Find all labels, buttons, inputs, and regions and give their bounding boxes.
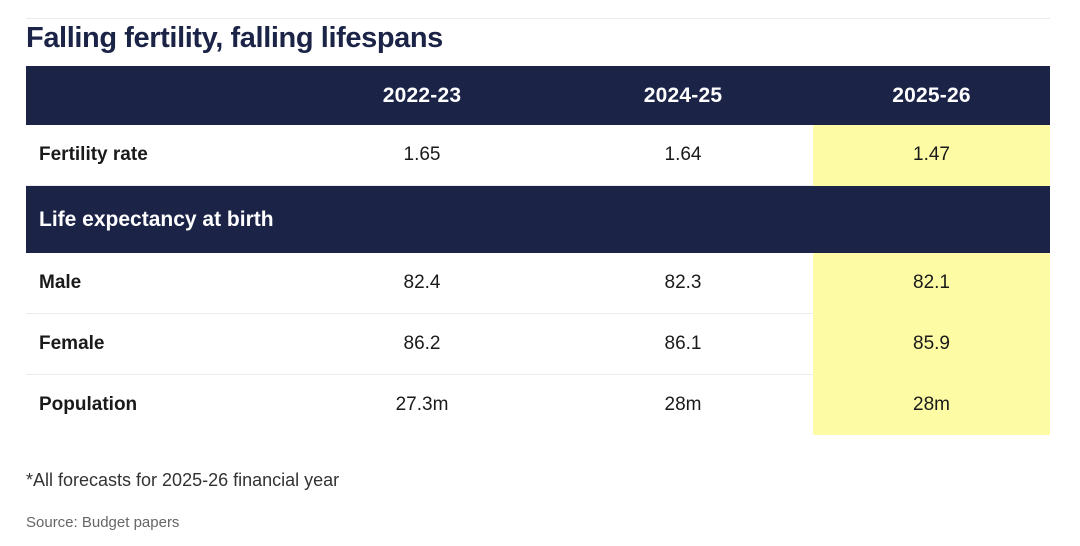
table-cell: 82.4 [291, 253, 553, 314]
table-cell-highlighted: 28m [813, 374, 1050, 435]
header-cell-2022-23: 2022-23 [291, 66, 553, 125]
row-label: Female [26, 313, 291, 375]
table-cell: 86.1 [553, 313, 813, 375]
table-cell-highlighted: 1.47 [813, 125, 1050, 186]
top-divider [26, 18, 1050, 19]
table-cell-highlighted: 85.9 [813, 313, 1050, 375]
row-label: Population [39, 394, 138, 415]
table-cell-highlighted: 82.1 [813, 253, 1050, 314]
source-note: Source: Budget papers [26, 514, 180, 531]
row-label: Male [26, 253, 291, 314]
chart-title: Falling fertility, falling lifespans [26, 22, 443, 54]
header-cell-blank [26, 66, 291, 125]
table-row-fertility-rate: Fertility rate 1.65 1.64 1.47 [26, 125, 1050, 186]
table-cell: 1.64 [553, 125, 813, 186]
table-row-male: Male 82.4 82.3 82.1 [26, 253, 1050, 314]
table-cell: 1.65 [291, 125, 553, 186]
header-cell-2024-25: 2024-25 [553, 66, 813, 125]
table-cell: 82.3 [553, 253, 813, 314]
footnote: *All forecasts for 2025-26 financial yea… [26, 470, 340, 490]
header-cell-2025-26: 2025-26 [813, 66, 1050, 125]
header-row: 2022-23 2024-25 2025-26 [26, 66, 1050, 125]
row-label: Fertility rate [26, 125, 291, 186]
table-cell: 86.2 [291, 313, 553, 375]
section-label: Life expectancy at birth [26, 185, 1050, 253]
table-row-population: Population 27.3m 28m 28m [26, 374, 1050, 435]
data-table: 2022-23 2024-25 2025-26 Fertility rate 1… [26, 66, 1050, 435]
table-cell: 28m [664, 394, 702, 415]
table-row-female: Female 86.2 86.1 85.9 [26, 313, 1050, 375]
section-row-life-expectancy: Life expectancy at birth [26, 185, 1050, 253]
table-cell: 27.3m [395, 394, 449, 415]
